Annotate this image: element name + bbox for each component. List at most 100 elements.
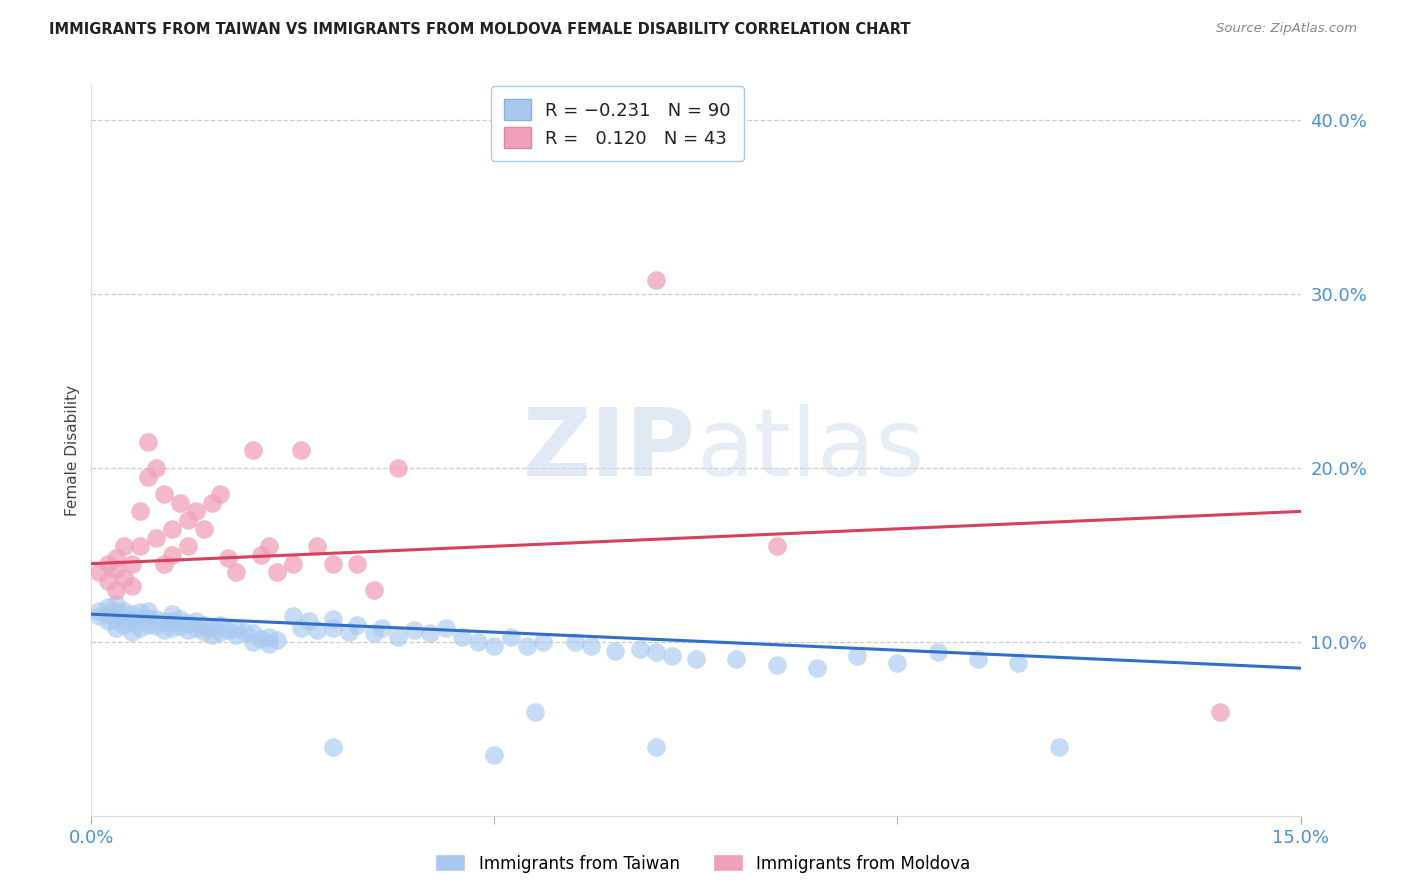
Point [564, 635, 586, 649]
Point [186, 614, 208, 628]
Point [967, 652, 990, 666]
Point [281, 608, 304, 623]
Text: ZIP: ZIP [523, 404, 696, 497]
Point [201, 621, 224, 635]
Point [579, 639, 602, 653]
Point [499, 630, 522, 644]
Point [322, 739, 344, 754]
Point [89, 566, 111, 580]
Point [290, 621, 312, 635]
Point [307, 623, 329, 637]
Point [322, 557, 344, 571]
Point [370, 621, 392, 635]
Point [145, 619, 167, 633]
Point [89, 604, 111, 618]
Point [121, 579, 143, 593]
Point [644, 645, 666, 659]
Point [298, 614, 321, 628]
Point [112, 571, 135, 585]
Point [290, 443, 312, 458]
Point [387, 461, 409, 475]
Point [209, 624, 232, 639]
Point [169, 612, 191, 626]
Point [927, 645, 949, 659]
Point [257, 637, 280, 651]
Point [104, 621, 127, 635]
Point [249, 548, 271, 562]
Point [266, 566, 288, 580]
Point [217, 623, 239, 637]
Point [160, 621, 183, 635]
Point [104, 612, 127, 626]
Point [765, 657, 787, 672]
Point [136, 610, 159, 624]
Point [249, 632, 271, 646]
Point [128, 621, 150, 635]
Point [419, 626, 441, 640]
Point [104, 562, 127, 576]
Point [96, 607, 118, 622]
Point [523, 705, 546, 719]
Point [257, 539, 280, 553]
Point [145, 461, 167, 475]
Point [104, 606, 127, 620]
Point [89, 608, 111, 623]
Point [121, 557, 143, 571]
Point [217, 551, 239, 566]
Point [177, 539, 200, 553]
Point [104, 551, 127, 566]
Point [266, 633, 288, 648]
Point [186, 504, 208, 518]
Point [136, 469, 159, 483]
Point [112, 610, 135, 624]
Point [104, 582, 127, 597]
Point [104, 597, 127, 611]
Point [169, 619, 191, 633]
Point [225, 628, 247, 642]
Point [193, 522, 215, 536]
Point [307, 539, 329, 553]
Point [322, 612, 344, 626]
Point [201, 628, 224, 642]
Point [201, 496, 224, 510]
Point [886, 656, 908, 670]
Point [193, 617, 215, 632]
Point [225, 621, 247, 635]
Point [160, 522, 183, 536]
Point [363, 626, 385, 640]
Point [806, 661, 828, 675]
Point [96, 574, 118, 588]
Point [128, 606, 150, 620]
Point [281, 557, 304, 571]
Point [177, 615, 200, 630]
Point [531, 635, 554, 649]
Point [112, 539, 135, 553]
Point [628, 642, 651, 657]
Point [1007, 656, 1029, 670]
Point [128, 539, 150, 553]
Point [160, 614, 183, 628]
Point [484, 748, 506, 763]
Point [685, 652, 707, 666]
Point [846, 648, 869, 663]
Point [725, 652, 748, 666]
Point [644, 273, 666, 287]
Point [136, 434, 159, 449]
Point [136, 617, 159, 632]
Point [136, 604, 159, 618]
Point [661, 648, 683, 663]
Point [346, 557, 368, 571]
Point [209, 617, 232, 632]
Point [337, 624, 360, 639]
Point [96, 600, 118, 615]
Point [434, 621, 457, 635]
Point [112, 604, 135, 618]
Point [96, 557, 118, 571]
Point [242, 635, 264, 649]
Point [225, 566, 247, 580]
Point [177, 623, 200, 637]
Point [186, 621, 208, 635]
Point [209, 487, 232, 501]
Point [128, 612, 150, 626]
Point [451, 630, 474, 644]
